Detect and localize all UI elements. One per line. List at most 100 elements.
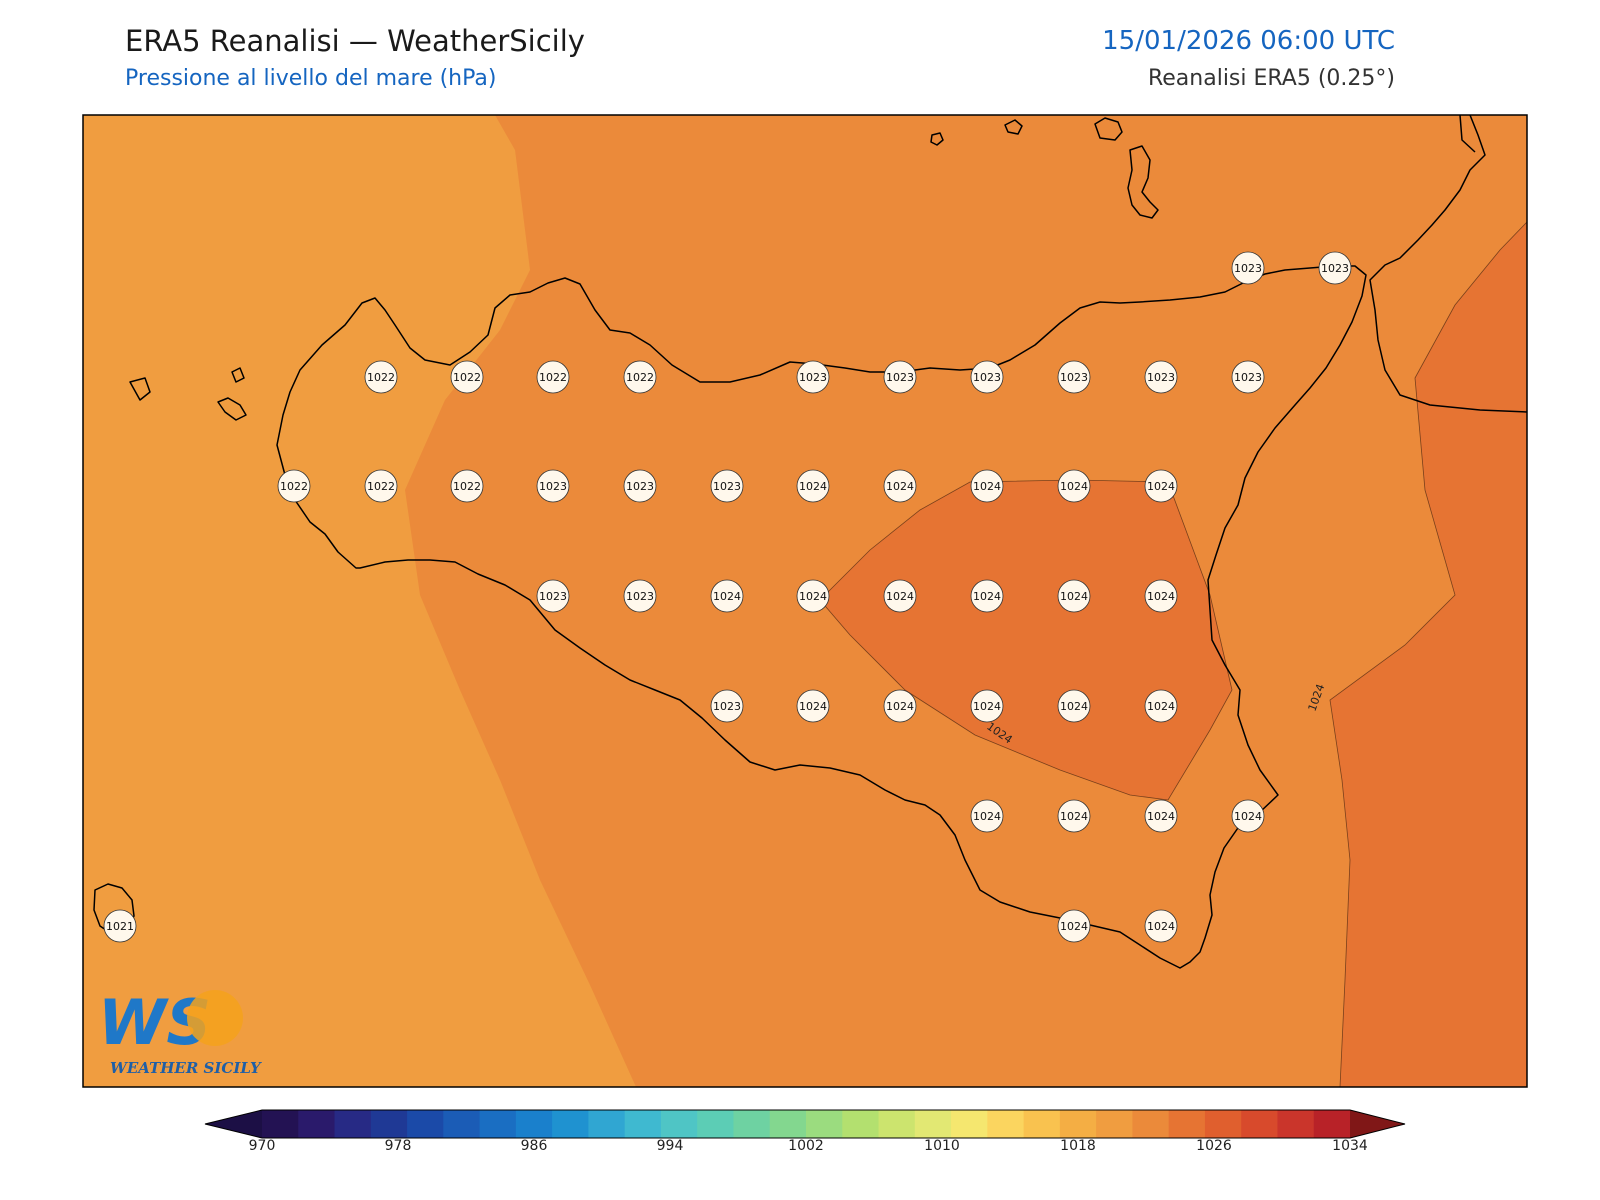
station-marker: 1022 [623,360,657,394]
station-marker: 1024 [883,469,917,503]
station-value: 1022 [367,371,395,384]
station-circle [796,360,830,394]
colorbar-tick-label: 986 [520,1138,548,1154]
station-marker: 1024 [883,689,917,723]
data-source: Reanalisi ERA5 (0.25°) [1147,66,1395,91]
station-marker: 1024 [1057,799,1091,833]
station-marker: 1023 [536,579,570,613]
colorbar-swatch [407,1110,444,1138]
colorbar-swatch [1277,1110,1315,1138]
station-circle [623,579,657,613]
colorbar-swatch [443,1110,481,1138]
station-circle [1231,251,1265,285]
station-circle [536,469,570,503]
station-circle [883,360,917,394]
station-circle [1057,360,1091,394]
station-value: 1023 [713,700,741,713]
station-marker: 1023 [623,579,657,613]
station-circle [277,469,311,503]
station-circle [1144,689,1178,723]
station-marker: 1022 [450,469,484,503]
colorbar [204,1109,1406,1139]
station-marker: 1023 [1057,360,1091,394]
colorbar-swatch [697,1110,735,1138]
station-circle [970,579,1004,613]
station-marker: 1023 [536,469,570,503]
colorbar-swatch [1168,1110,1206,1138]
station-value: 1024 [886,480,914,493]
station-circle [536,579,570,613]
station-value: 1024 [973,700,1001,713]
isola-alicudi [930,132,944,146]
station-circle [623,360,657,394]
map-title: ERA5 Reanalisi — WeatherSicily [125,24,585,58]
station-value: 1024 [1234,810,1262,823]
colorbar-tick-label: 1002 [788,1138,824,1154]
station-marker: 1023 [710,469,744,503]
station-marker: 1024 [1057,579,1091,613]
station-marker: 1024 [1144,689,1178,723]
station-marker: 1023 [796,360,830,394]
colorbar-swatch [769,1110,807,1138]
colorbar-tick-label: 1018 [1060,1138,1096,1154]
station-value: 1024 [973,810,1001,823]
sicily-coastline [276,265,1367,969]
isola-stromboli [1094,117,1123,141]
station-circle [1057,469,1091,503]
station-circle [103,909,137,943]
station-marker: 1024 [970,579,1004,613]
weathersicily-logo: WS WEATHER SICILY [98,986,262,1077]
colorbar-swatch [951,1110,988,1138]
map-frame [82,114,1528,1088]
station-marker: 1024 [1144,469,1178,503]
stations-layer: 1022 1022 1022 1022 1023 1023 1023 1023 1023 1023… [103,251,1352,943]
station-circle [1144,360,1178,394]
station-marker: 1024 [796,469,830,503]
station-circle [710,579,744,613]
station-value: 1024 [1060,590,1088,603]
station-circle [970,689,1004,723]
station-circle [364,360,398,394]
colorbar-swatch [1313,1110,1351,1138]
colorbar-swatch [624,1110,662,1138]
station-marker: 1024 [970,469,1004,503]
station-circle [536,360,570,394]
station-circle [970,469,1004,503]
station-value: 1022 [367,480,395,493]
station-value: 1024 [1147,810,1175,823]
station-circle [796,689,830,723]
colorbar-swatch [1241,1110,1279,1138]
station-marker: 1024 [883,579,917,613]
isola-ustica [129,377,151,401]
station-circle [710,469,744,503]
station-circle [364,469,398,503]
station-marker: 1022 [536,360,570,394]
station-value: 1024 [1060,700,1088,713]
station-marker: 1023 [1144,360,1178,394]
colorbar-swatch [298,1110,336,1138]
station-value: 1024 [713,590,741,603]
station-marker: 1024 [1144,909,1178,943]
station-marker: 1024 [1144,579,1178,613]
station-value: 1022 [626,371,654,384]
isola-levanzo [231,367,245,383]
isola-lipari [1127,145,1159,219]
station-value: 1024 [1060,480,1088,493]
station-value: 1023 [626,590,654,603]
station-circle [1057,579,1091,613]
colorbar-swatch [914,1110,952,1138]
station-circle [796,469,830,503]
calabria-coastline [1369,115,1527,413]
station-value: 1023 [1234,371,1262,384]
station-value: 1022 [539,371,567,384]
isola-favignana [217,397,247,421]
colorbar-swatch [878,1110,916,1138]
station-marker: 1024 [1057,689,1091,723]
isobar-lines [819,221,1527,1087]
station-value: 1023 [1321,262,1349,275]
colorbar-swatch [987,1110,1025,1138]
map-subtitle: Pressione al livello del mare (hPa) [125,66,497,91]
station-marker: 1023 [883,360,917,394]
station-value: 1023 [539,480,567,493]
colorbar-swatch [806,1110,843,1138]
